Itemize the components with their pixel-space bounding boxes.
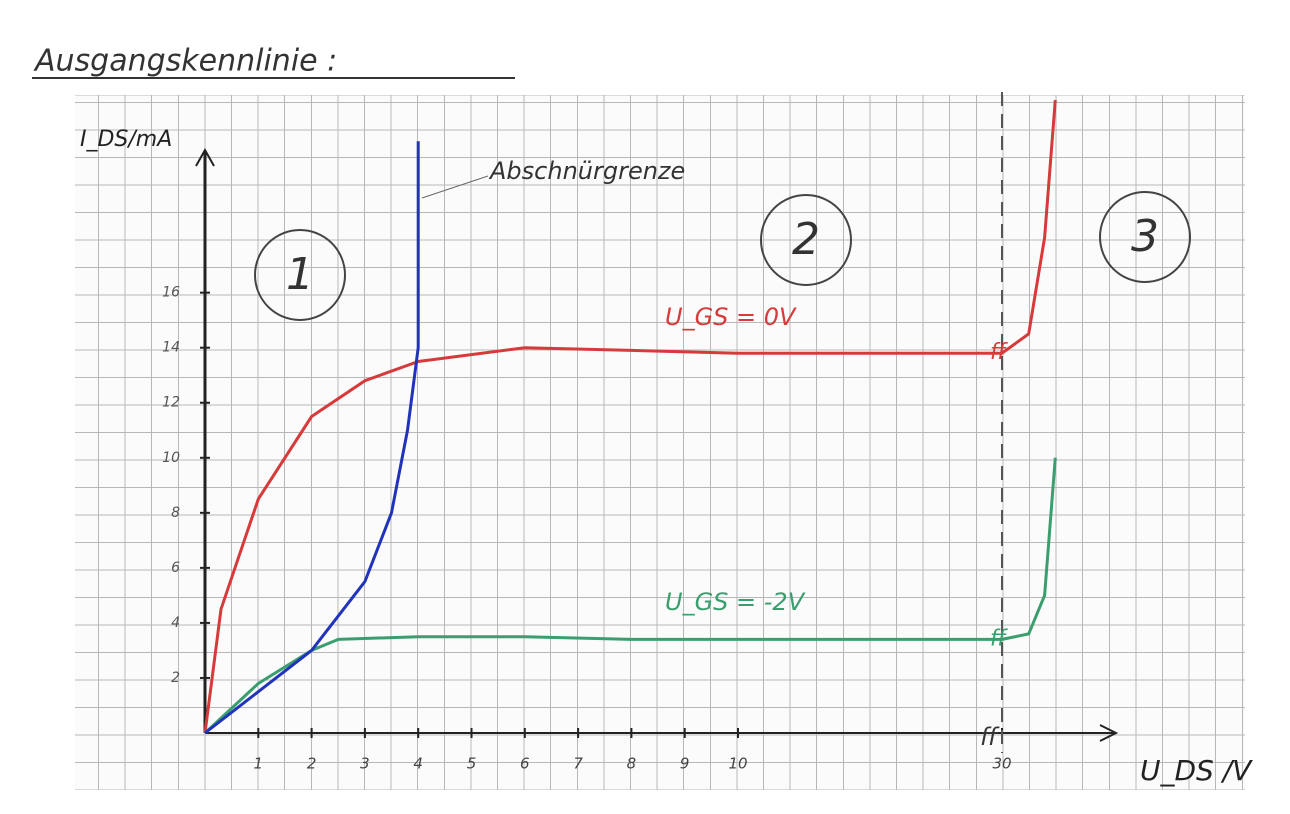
chart-title: Ausgangskennlinie : [33, 44, 337, 79]
y-tick-label: 8 [171, 505, 180, 521]
region-label: 1 [286, 249, 314, 300]
region-circle [1099, 191, 1191, 283]
y-axis-label: I_DS/mA [80, 127, 172, 152]
x-tick-label: 6 [520, 755, 530, 773]
line-break-mark: ff [990, 626, 1008, 651]
series-label: U_GS = -2V [665, 588, 806, 616]
series-line [204, 141, 420, 735]
y-axis-arrow [195, 147, 215, 167]
region-circle [760, 194, 852, 286]
label-pointer [421, 175, 489, 199]
region-label: 3 [1131, 211, 1159, 262]
x-axis-arrow [1099, 724, 1119, 742]
x-tick-label: 8 [627, 755, 637, 773]
series-line [203, 457, 1057, 735]
y-tick-label: 14 [162, 340, 180, 356]
y-tick-label: 2 [171, 670, 180, 686]
x-tick-label: 7 [573, 755, 583, 773]
series-label: U_GS = 0V [665, 303, 797, 331]
series-label: Abschnürgrenze [488, 157, 685, 185]
x-tick-label: 3 [360, 755, 370, 773]
y-tick-label: 10 [162, 450, 180, 466]
y-tick-label: 4 [171, 615, 180, 631]
axis-break: ff [980, 723, 1000, 751]
x-tick-label: 2 [307, 755, 317, 773]
region-label: 2 [792, 214, 820, 265]
x-tick-label: 9 [680, 755, 690, 773]
x-tick-label: 5 [467, 755, 477, 773]
x-tick-label: 1 [254, 755, 264, 773]
line-break-mark: ff [990, 340, 1008, 365]
x-tick-label: 30 [992, 755, 1011, 773]
series-line [203, 99, 1057, 734]
y-tick-label: 12 [162, 395, 180, 411]
y-tick-label: 6 [171, 560, 180, 576]
x-axis-label: U_DS /V [1140, 754, 1253, 787]
graph-paper [75, 95, 1245, 790]
x-tick-label: 10 [728, 755, 747, 773]
y-tick-label: 16 [162, 285, 180, 301]
region-circle [254, 229, 346, 321]
x-tick-label: 4 [413, 755, 423, 773]
